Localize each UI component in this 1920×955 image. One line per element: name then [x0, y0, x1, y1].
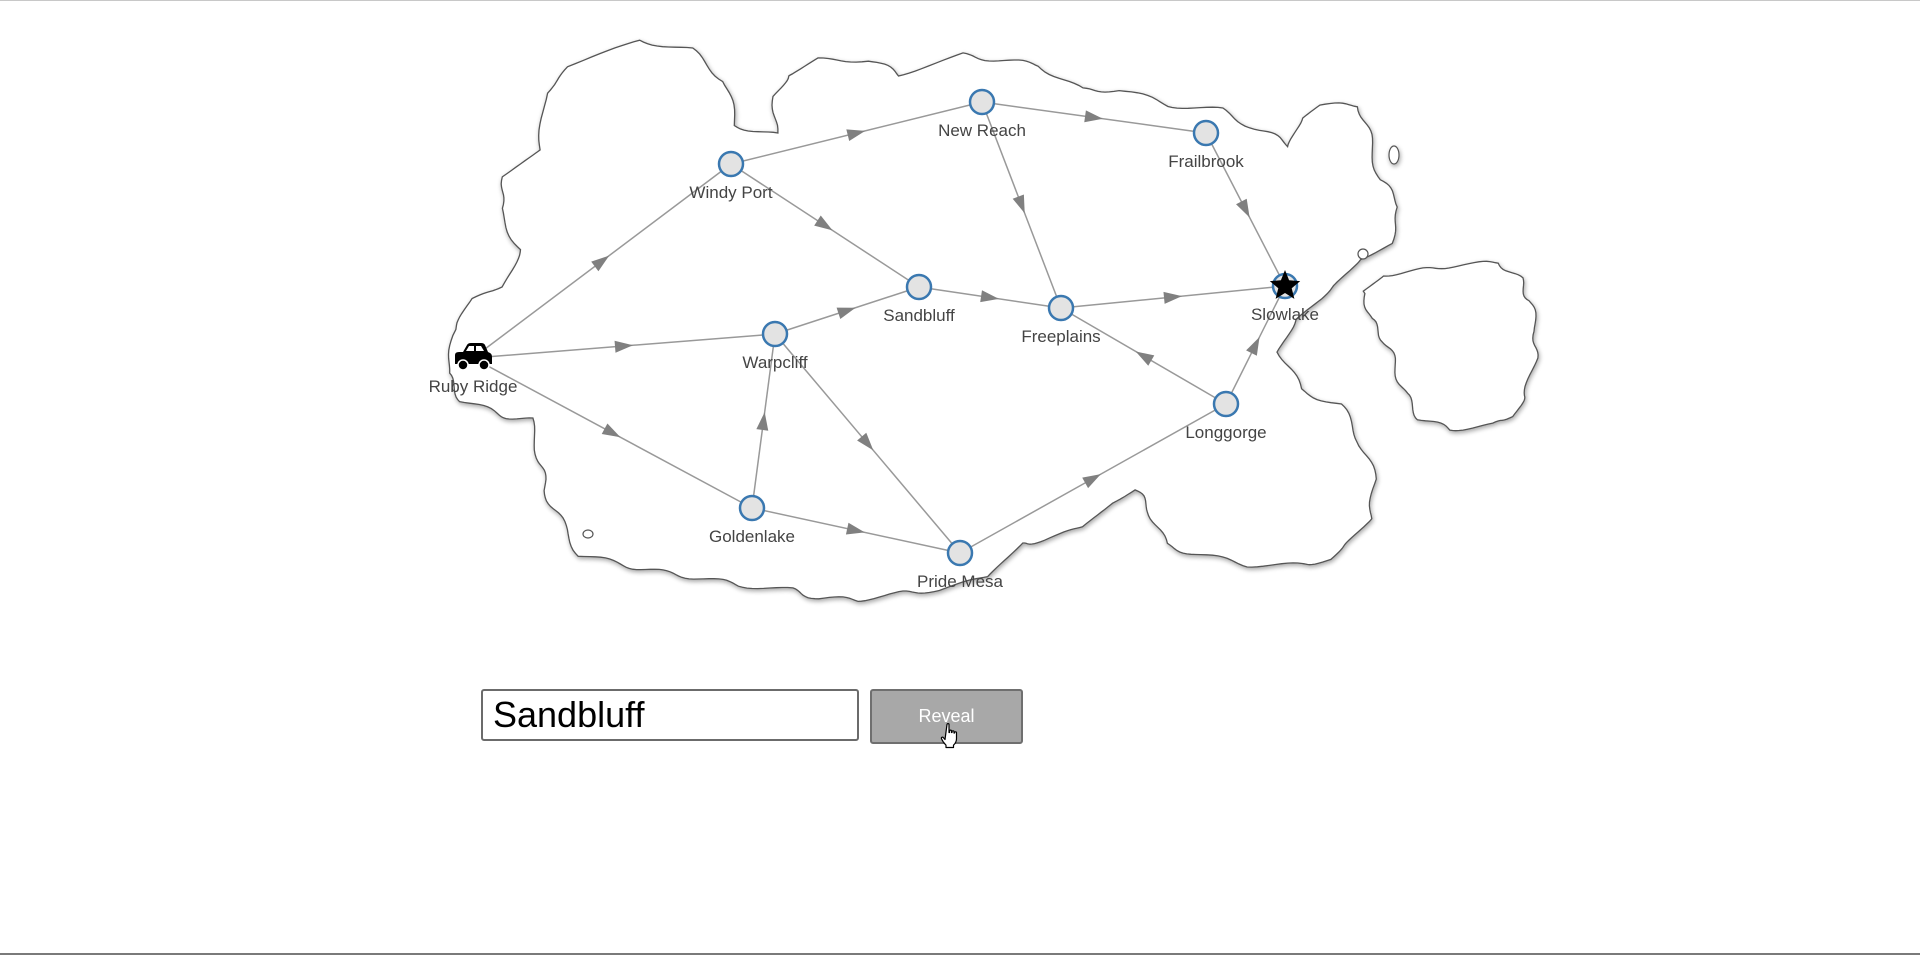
islet [1388, 145, 1400, 165]
direction-arrow-icon [1012, 194, 1025, 214]
route-windy-port-to-new-reach [730, 101, 983, 165]
city-nodes: Ruby Ridge Windy Port New Reach Frailbrook S… [429, 88, 1319, 591]
route-windy-port-to-sandbluff [730, 163, 920, 288]
islet [582, 529, 594, 539]
top-border [0, 0, 1920, 1]
route-warpcliff-to-pride-mesa [774, 333, 961, 554]
city-node-circle[interactable] [1047, 294, 1075, 322]
route-frailbrook-to-slowlake [1205, 132, 1286, 287]
city-label: Sandbluff [883, 306, 955, 325]
city-label: Slowlake [1251, 305, 1319, 324]
city-label: Pride Mesa [917, 572, 1004, 591]
city-label: Freeplains [1021, 327, 1100, 346]
hand-cursor-icon [940, 723, 958, 749]
route-warpcliff-to-sandbluff [774, 286, 920, 335]
bottom-border [0, 953, 1920, 955]
route-longgorge-to-slowlake [1225, 285, 1286, 405]
direction-arrow-icon [857, 432, 874, 451]
city-goldenlake[interactable]: Goldenlake [709, 494, 795, 546]
route-goldenlake-to-pride-mesa [751, 507, 961, 554]
route-new-reach-to-freeplains [981, 101, 1062, 309]
direction-arrow-icon [1163, 291, 1182, 304]
city-pride-mesa[interactable]: Pride Mesa [917, 539, 1004, 591]
direction-arrow-icon [1135, 351, 1155, 366]
landmass [447, 39, 1539, 603]
city-label: Windy Port [689, 183, 772, 202]
star-icon [1269, 270, 1301, 299]
city-slowlake[interactable]: Slowlake [1251, 270, 1319, 324]
city-node-circle[interactable] [1212, 390, 1240, 418]
direction-arrow-icon [591, 255, 610, 272]
island-coastline [1362, 260, 1539, 432]
city-node-circle[interactable] [1192, 119, 1220, 147]
city-label: Warpcliff [742, 353, 807, 372]
direction-arrow-icon [846, 129, 866, 141]
direction-arrow-icon [1082, 474, 1101, 489]
route-sandbluff-to-freeplains [918, 286, 1062, 309]
city-label: Longgorge [1185, 423, 1266, 442]
direction-arrow-icon [836, 307, 856, 319]
city-sandbluff[interactable]: Sandbluff [883, 273, 955, 325]
city-frailbrook[interactable]: Frailbrook [1168, 119, 1244, 171]
city-label: Goldenlake [709, 527, 795, 546]
city-longgorge[interactable]: Longgorge [1185, 390, 1267, 442]
city-ruby-ridge[interactable]: Ruby Ridge [429, 343, 518, 396]
city-freeplains[interactable]: Freeplains [1021, 294, 1101, 346]
direction-arrow-icon [1246, 336, 1260, 356]
city-label: New Reach [938, 121, 1026, 140]
route-pride-mesa-to-longgorge [959, 403, 1227, 554]
route-goldenlake-to-warpcliff [751, 333, 776, 509]
direction-arrow-icon [601, 423, 621, 438]
answer-input[interactable] [481, 689, 859, 741]
city-windy-port[interactable]: Windy Port [689, 150, 773, 202]
route-ruby-ridge-to-goldenlake [472, 357, 753, 509]
direction-arrow-icon [845, 522, 865, 535]
route-edges [472, 101, 1286, 554]
islet [1357, 248, 1369, 260]
city-node-circle[interactable] [738, 494, 766, 522]
city-label: Frailbrook [1168, 152, 1244, 171]
city-node-circle[interactable] [905, 273, 933, 301]
direction-arrow-icon [980, 290, 999, 303]
city-node-circle[interactable] [946, 539, 974, 567]
route-ruby-ridge-to-warpcliff [472, 333, 776, 359]
city-node-circle[interactable] [968, 88, 996, 116]
route-ruby-ridge-to-windy-port [472, 163, 732, 359]
direction-arrow-icon [814, 215, 833, 231]
route-longgorge-to-freeplains [1060, 307, 1227, 405]
city-new-reach[interactable]: New Reach [938, 88, 1026, 140]
direction-arrow-icon [1236, 198, 1250, 218]
route-new-reach-to-frailbrook [981, 101, 1207, 134]
city-warpcliff[interactable]: Warpcliff [742, 320, 808, 372]
island-coastline [447, 39, 1398, 603]
city-label: Ruby Ridge [429, 377, 518, 396]
direction-arrow-icon [614, 340, 633, 353]
city-node-circle[interactable] [761, 320, 789, 348]
direction-arrow-icon [1084, 110, 1103, 123]
car-icon [455, 343, 492, 371]
city-node-circle[interactable] [717, 150, 745, 178]
direction-arrow-icon [756, 412, 769, 431]
route-freeplains-to-slowlake [1060, 285, 1286, 309]
